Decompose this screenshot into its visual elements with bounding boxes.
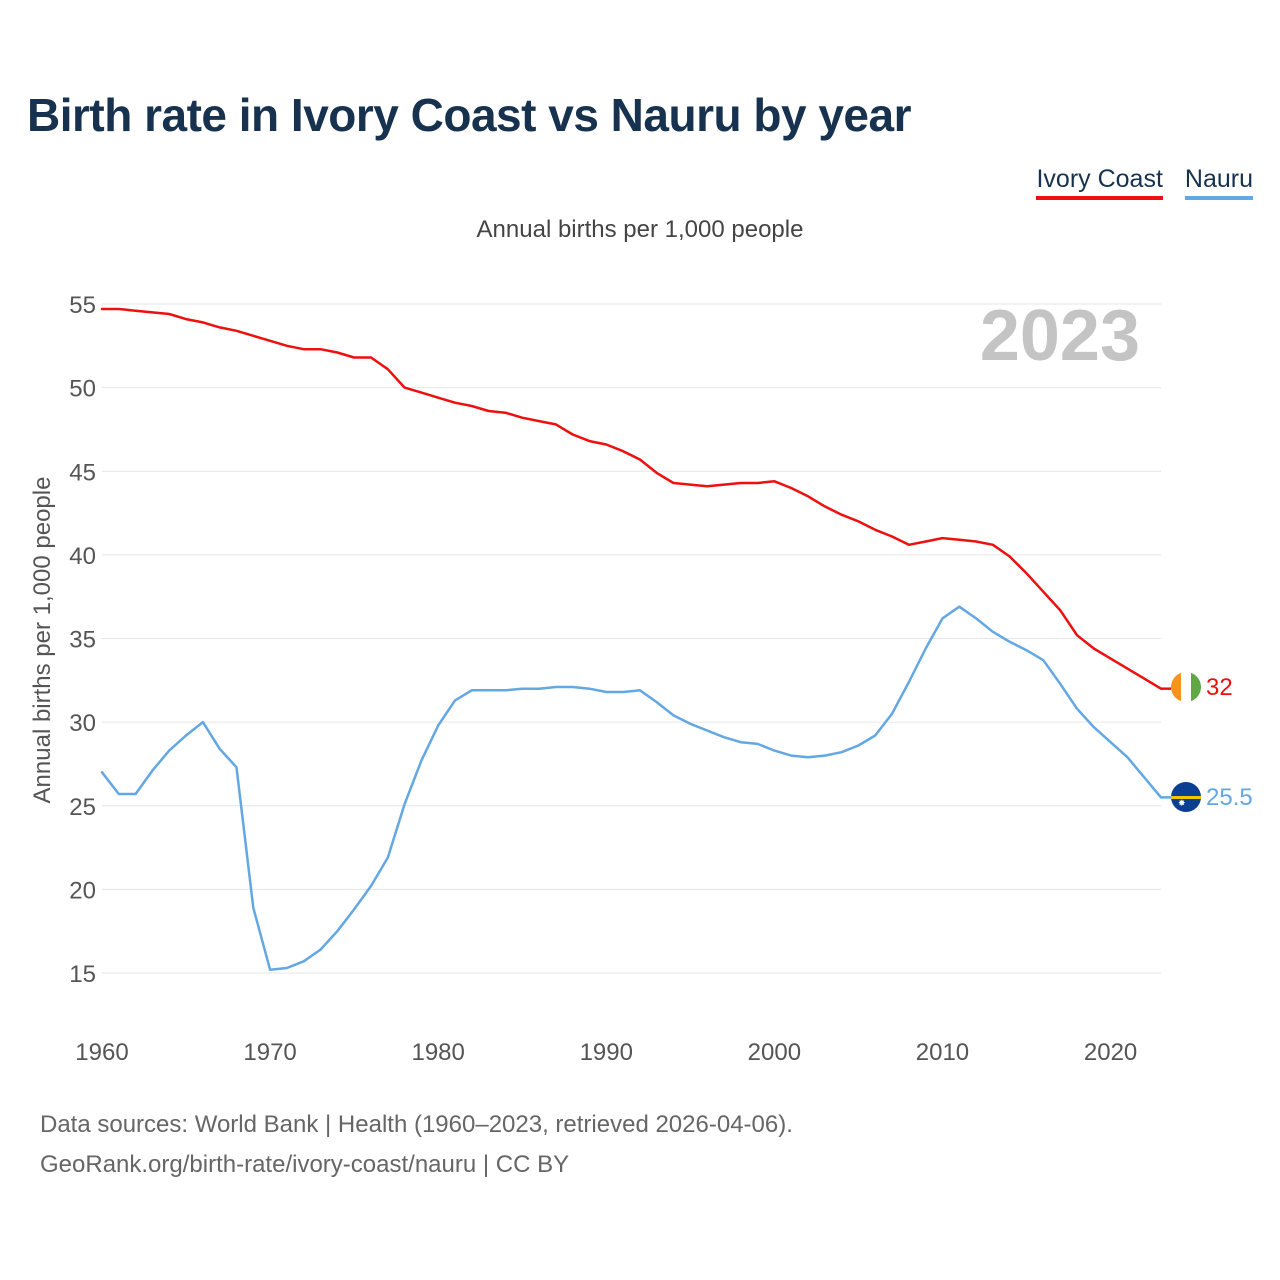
svg-text:✸: ✸ [1178,799,1186,809]
y-tick-label: 40 [69,543,96,570]
year-watermark: 2023 [980,296,1140,376]
x-tick-label: 1960 [75,1039,128,1066]
x-tick-label: 1990 [580,1039,633,1066]
x-tick-label: 2020 [1084,1039,1137,1066]
y-tick-label: 15 [69,961,96,988]
legend: Ivory Coast Nauru [1036,164,1253,200]
ivory-coast-flag-icon [1171,672,1201,702]
y-axis-ticks: 15 20 25 30 35 40 45 50 55 [69,292,96,988]
x-tick-label: 2000 [748,1039,801,1066]
footer: Data sources: World Bank | Health (1960–… [40,1105,793,1185]
x-tick-label: 1970 [243,1039,296,1066]
source-url: GeoRank.org/birth-rate/ivory-coast/nauru… [40,1151,570,1178]
series-line-ivory-coast[interactable] [100,307,1163,690]
nauru-flag-icon: ✸ [1171,782,1201,812]
page-title: Birth rate in Ivory Coast vs Nauru by ye… [27,89,911,141]
y-tick-label: 20 [69,877,96,904]
line-chart: 15 20 25 30 35 40 45 50 55 1960 1970 1980 1990 2000 2… [29,292,1253,1066]
chart-subtitle: Annual births per 1,000 people [476,216,804,243]
y-tick-label: 50 [69,376,96,403]
nauru-end-value: 25.5 [1206,784,1253,811]
series-lines [100,307,1171,971]
data-source-note: Data sources: World Bank | Health (1960–… [40,1111,793,1138]
y-tick-label: 55 [69,292,96,319]
x-tick-label: 2010 [916,1039,969,1066]
x-axis-ticks: 1960 1970 1980 1990 2000 2010 2020 [75,1039,1137,1066]
y-tick-label: 45 [69,459,96,486]
series-line-nauru[interactable] [100,605,1163,971]
y-tick-label: 25 [69,794,96,821]
legend-item-ivory-coast[interactable]: Ivory Coast [1036,164,1163,200]
grid-lines [102,303,1161,974]
ivory-coast-end-value: 32 [1206,674,1233,701]
y-tick-label: 30 [69,710,96,737]
x-tick-label: 1980 [411,1039,464,1066]
y-axis-label: Annual births per 1,000 people [29,477,56,804]
legend-item-nauru[interactable]: Nauru [1184,164,1253,200]
y-tick-label: 35 [69,627,96,654]
